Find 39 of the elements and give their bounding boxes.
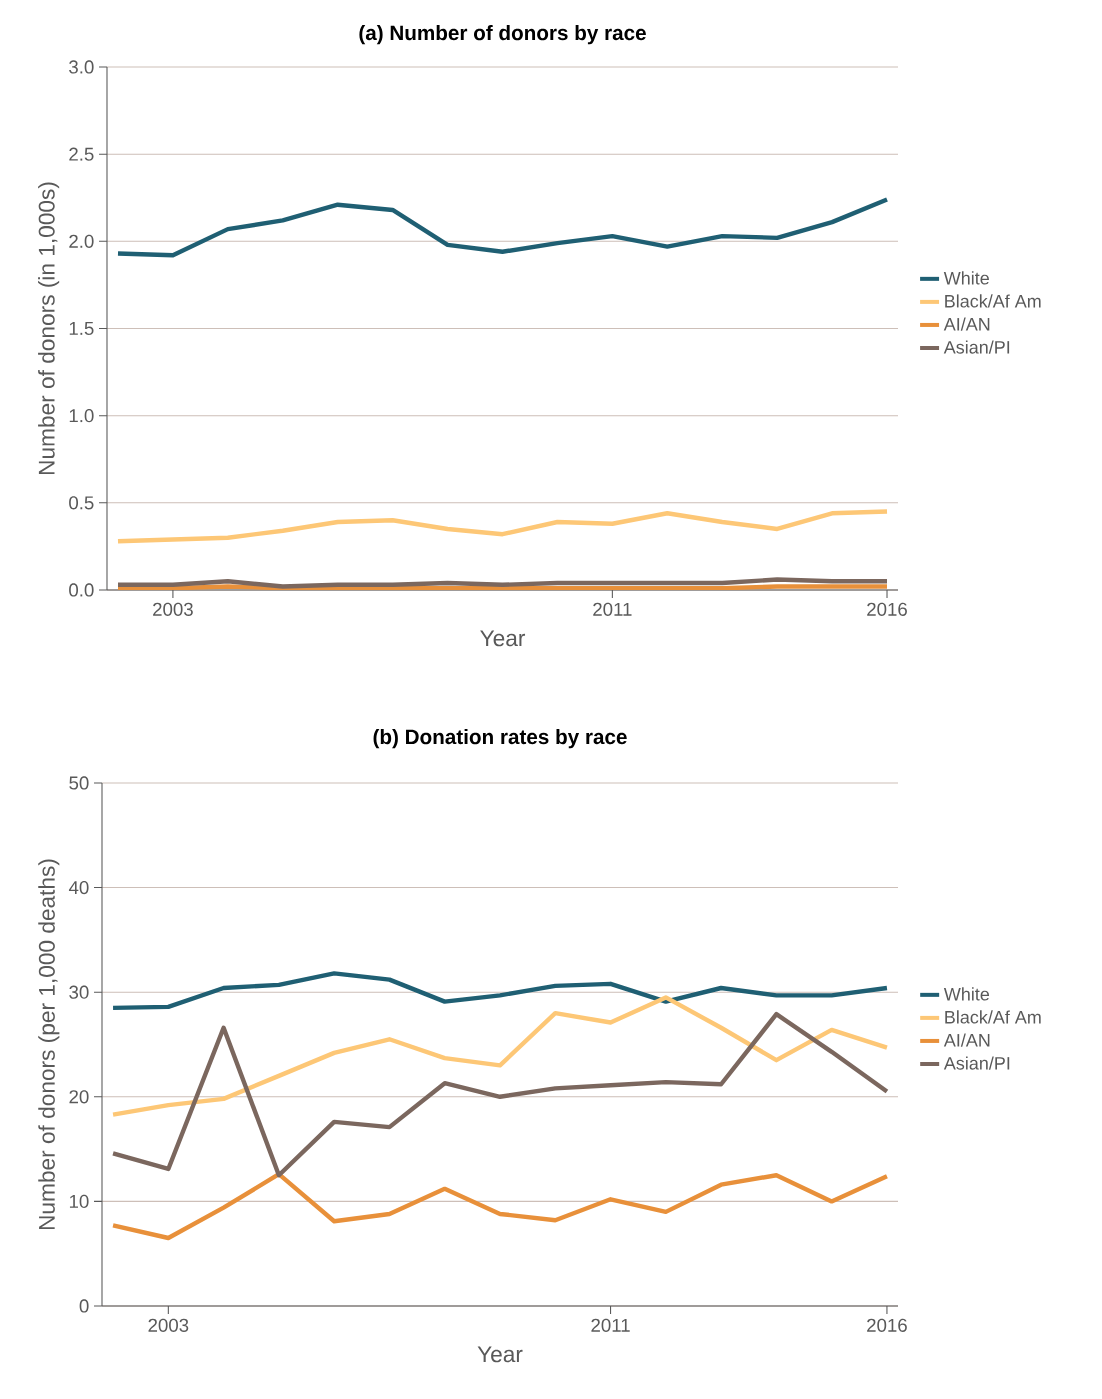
- y-tick-label: 2.0: [69, 234, 94, 248]
- legend-label: White: [943, 987, 990, 1001]
- x-tick-label: 2016: [867, 1318, 907, 1332]
- line-series: [115, 197, 890, 258]
- y-tick-label: 50: [69, 776, 89, 790]
- y-tick-label: 0: [79, 1299, 89, 1313]
- x-axis-title: Year: [480, 630, 526, 647]
- y-tick-label: 0.5: [69, 496, 94, 510]
- chart-title: (b) Donation rates by race: [373, 729, 627, 749]
- line-series: [110, 1011, 890, 1178]
- x-tick-label: 2003: [148, 1318, 189, 1332]
- legend-label: Black/Af Am: [945, 1010, 1041, 1024]
- legend-label: AI/AN: [943, 1033, 990, 1047]
- y-axis-title: Number of donors (per 1,000 deaths): [38, 859, 60, 1230]
- y-tick-label: 3.0: [69, 60, 94, 74]
- y-axis-title: Number of donors (in 1,000s): [38, 182, 60, 475]
- chart-title: (a) Number of donors by race: [359, 25, 646, 45]
- y-tick-label: 40: [68, 880, 89, 895]
- line-series: [110, 971, 890, 1011]
- y-tick-label: 0.0: [69, 583, 94, 597]
- x-tick-label: 2016: [867, 602, 907, 616]
- x-tick-label: 2011: [593, 602, 632, 616]
- line-series: [115, 509, 890, 544]
- y-tick-label: 10: [69, 1194, 89, 1209]
- legend-label: Asian/PI: [943, 340, 1010, 354]
- legend-label: White: [943, 271, 989, 285]
- y-tick-label: 20: [69, 1090, 89, 1104]
- x-axis-title: Year: [477, 1346, 523, 1363]
- line-series: [110, 1171, 890, 1241]
- y-tick-label: 30: [69, 985, 89, 999]
- x-tick-label: 2011: [591, 1318, 630, 1332]
- legend-label: AI/AN: [943, 317, 990, 331]
- y-tick-label: 1.0: [69, 409, 94, 423]
- legend-label: Asian/PI: [943, 1056, 1010, 1070]
- x-tick-label: 2003: [153, 602, 193, 616]
- y-tick-label: 1.5: [69, 321, 94, 336]
- y-tick-label: 2.5: [69, 147, 94, 161]
- line-series: [110, 995, 890, 1117]
- legend-label: Black/Af Am: [945, 294, 1041, 308]
